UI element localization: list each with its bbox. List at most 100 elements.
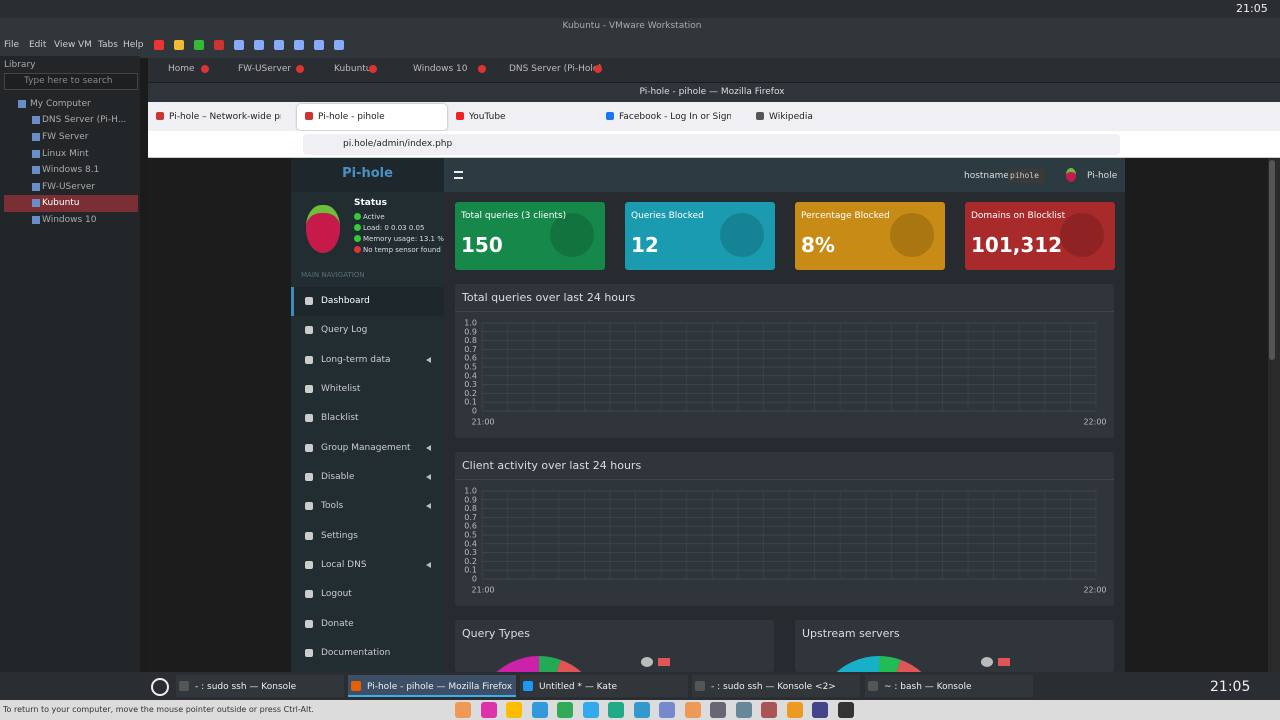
vm-tab[interactable]: FW-UServer	[238, 64, 292, 74]
browser-tab[interactable]: Pi-hole - pihole	[318, 112, 385, 122]
browser-tab[interactable]: Pi-hole – Network-wide pr	[169, 112, 281, 122]
menu-item[interactable]: VM	[78, 40, 92, 50]
task-label[interactable]: - : sudo ssh — Konsole	[195, 682, 297, 692]
dock-icon[interactable]	[735, 702, 752, 718]
toolbar-icon[interactable]	[234, 40, 244, 50]
stat-box[interactable]	[795, 202, 945, 270]
stat-box[interactable]	[965, 202, 1115, 270]
y-tick-label: 0	[472, 407, 477, 416]
user[interactable]: Pi-hole	[1087, 171, 1118, 181]
tree-item[interactable]: FW-UServer	[42, 182, 96, 192]
task-label[interactable]: - : sudo ssh — Konsole <2>	[711, 682, 836, 692]
task[interactable]	[865, 675, 1033, 697]
dock-icon[interactable]	[761, 702, 777, 718]
dock-icon[interactable]	[506, 702, 522, 718]
stat-box[interactable]	[455, 202, 605, 270]
y-tick-label: 0.1	[464, 566, 477, 575]
toolbar-icon[interactable]	[194, 40, 204, 50]
vm-icon	[32, 166, 40, 174]
menu-item[interactable]: View	[54, 40, 76, 50]
menu-item[interactable]: File	[4, 40, 20, 50]
nav-icon	[305, 356, 313, 364]
dock-icon[interactable]	[684, 702, 701, 718]
dock-icon[interactable]	[812, 702, 828, 718]
task-label[interactable]: Pi-hole - pihole — Mozilla Firefox	[367, 682, 512, 692]
scroll-thumb[interactable]	[1269, 160, 1275, 360]
dock-icon[interactable]	[786, 702, 803, 718]
pie-slice	[539, 656, 561, 672]
dock-icon[interactable]	[480, 702, 497, 718]
menu-item[interactable]: Tabs	[98, 40, 118, 50]
tree-item[interactable]: Kubuntu	[42, 198, 80, 208]
dock-icon[interactable]	[582, 702, 599, 718]
nav-item[interactable]: Settings	[321, 531, 358, 541]
nav-item[interactable]: Local DNS	[321, 560, 367, 570]
nav-item[interactable]: Donate	[321, 619, 354, 629]
eye-icon[interactable]	[981, 657, 993, 667]
toolbar-icon[interactable]	[334, 40, 344, 50]
task[interactable]	[520, 675, 688, 697]
stat-box[interactable]	[625, 202, 775, 270]
dock-icon[interactable]	[659, 702, 675, 718]
task[interactable]	[692, 675, 860, 697]
dock-icon[interactable]	[455, 702, 471, 718]
tree-item[interactable]: Linux Mint	[42, 149, 89, 159]
task[interactable]	[176, 675, 344, 697]
tab-close[interactable]	[594, 65, 602, 73]
tab-close[interactable]	[201, 65, 209, 73]
tab-close[interactable]	[369, 65, 377, 73]
nav-item[interactable]: Tools	[321, 501, 344, 511]
toolbar-icon[interactable]	[154, 40, 164, 50]
nav-item[interactable]: Documentation	[321, 648, 391, 658]
toolbar-icon[interactable]	[174, 40, 184, 50]
library-search[interactable]	[4, 73, 138, 90]
toolbar-icon[interactable]	[254, 40, 264, 50]
nav-item[interactable]: Whitelist	[321, 384, 361, 394]
task[interactable]	[348, 675, 516, 697]
vm-tab[interactable]: DNS Server (Pi-Hole)	[509, 64, 602, 74]
nav-item[interactable]: Dashboard	[321, 296, 370, 306]
tree-item[interactable]: Windows 8.1	[42, 165, 100, 175]
dock-icon[interactable]	[608, 702, 624, 718]
vm-tab[interactable]: Windows 10	[413, 64, 468, 74]
nav-item[interactable]: Group Management	[321, 443, 411, 453]
dock-icon[interactable]	[710, 702, 726, 718]
x-tick-label: 21:00	[471, 586, 494, 595]
tab-close[interactable]	[296, 65, 304, 73]
browser-tab[interactable]: YouTube	[469, 112, 506, 122]
nav-item[interactable]: Query Log	[321, 325, 368, 335]
toolbar-icon[interactable]	[274, 40, 284, 50]
tree-item[interactable]: My Computer	[30, 99, 91, 109]
eye-icon[interactable]	[641, 657, 653, 667]
dock-icon[interactable]	[557, 702, 573, 718]
nav-item[interactable]: Disable	[321, 472, 355, 482]
tree-item[interactable]: Windows 10	[42, 215, 97, 225]
dock-icon[interactable]	[531, 702, 548, 718]
toolbar-icon[interactable]	[314, 40, 324, 50]
tab-close[interactable]	[478, 65, 486, 73]
dock-icon[interactable]	[837, 702, 854, 718]
launcher[interactable]	[151, 678, 169, 696]
toolbar-icon[interactable]	[214, 40, 224, 50]
url[interactable]: pi.hole/admin/index.php	[343, 139, 453, 149]
browser-tab[interactable]: Wikipedia	[769, 112, 813, 122]
tree-item[interactable]: DNS Server (Pi-H...	[42, 115, 127, 125]
task-label[interactable]: ~ : bash — Konsole	[884, 682, 972, 692]
url-bar[interactable]	[303, 134, 1120, 155]
vm-tab[interactable]: Kubuntu	[334, 64, 372, 74]
nav-item[interactable]: Logout	[321, 589, 352, 599]
dock-icon[interactable]	[633, 702, 650, 718]
nav-item[interactable]: Long-term data	[321, 355, 391, 365]
task-label[interactable]: Untitled * — Kate	[539, 682, 618, 692]
menu-item[interactable]: Edit	[29, 40, 47, 50]
menu-item[interactable]: Help	[123, 40, 144, 50]
logo[interactable]: Pi-hole	[342, 167, 393, 181]
hamburger[interactable]	[454, 171, 463, 179]
nav-item[interactable]: Blacklist	[321, 413, 359, 423]
tree-item[interactable]: FW Server	[42, 132, 89, 142]
toolbar-icon[interactable]	[294, 40, 304, 50]
vmware-chrome	[0, 18, 1280, 58]
browser-tab[interactable]: Facebook - Log In or Sign U	[619, 112, 731, 122]
vm-tab[interactable]: Home	[168, 64, 195, 74]
